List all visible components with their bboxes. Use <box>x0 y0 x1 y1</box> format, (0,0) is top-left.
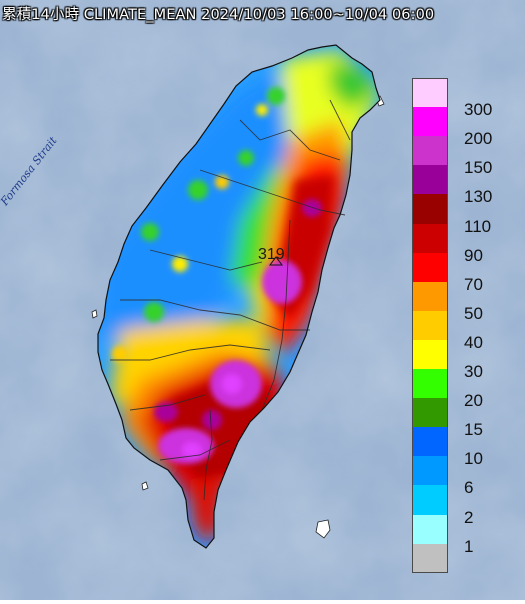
legend-swatch <box>412 281 448 312</box>
legend-swatch <box>412 339 448 370</box>
legend-swatch <box>412 427 448 457</box>
legend-swatch <box>412 252 448 283</box>
legend-label: 200 <box>464 129 493 149</box>
peak-value-label: 319 <box>258 246 285 263</box>
legend-label: 150 <box>464 158 493 178</box>
legend-swatch <box>412 398 448 428</box>
legend-label: 2 <box>464 507 474 527</box>
legend-label: 30 <box>464 362 483 381</box>
legend-label: 10 <box>464 449 483 469</box>
legend-label: 20 <box>464 391 483 411</box>
legend-swatch <box>412 107 448 137</box>
legend-label: 90 <box>464 245 483 265</box>
county-boundaries <box>110 99 351 501</box>
legend-swatch <box>412 543 448 574</box>
legend-label: 15 <box>464 420 483 440</box>
rainfall-legend: 300 200 150 130 110 90 70 50 40 30 20 15 10 6 2 1 <box>412 78 520 574</box>
legend-label: 1 <box>464 536 474 556</box>
legend-swatch <box>412 369 448 399</box>
legend-label: 300 <box>464 100 493 120</box>
legend-swatch <box>412 136 448 166</box>
map-title: 累積14小時 CLIMATE_MEAN 2024/10/03 16:00~10/… <box>2 7 435 23</box>
legend-swatch <box>412 485 448 515</box>
legend-label: 70 <box>464 274 483 294</box>
peak-marker <box>269 256 283 266</box>
legend-swatch <box>412 310 448 341</box>
legend-label: 110 <box>464 216 492 236</box>
legend-swatch <box>412 78 448 108</box>
legend-label: 40 <box>464 332 483 352</box>
legend-label: 130 <box>464 187 493 207</box>
legend-swatch <box>412 514 448 545</box>
legend-label: 50 <box>464 303 483 323</box>
legend-swatch <box>412 194 448 224</box>
legend-swatch <box>412 456 448 486</box>
legend-swatch <box>412 165 448 195</box>
legend-swatch <box>412 223 448 254</box>
legend-label: 6 <box>464 478 474 498</box>
